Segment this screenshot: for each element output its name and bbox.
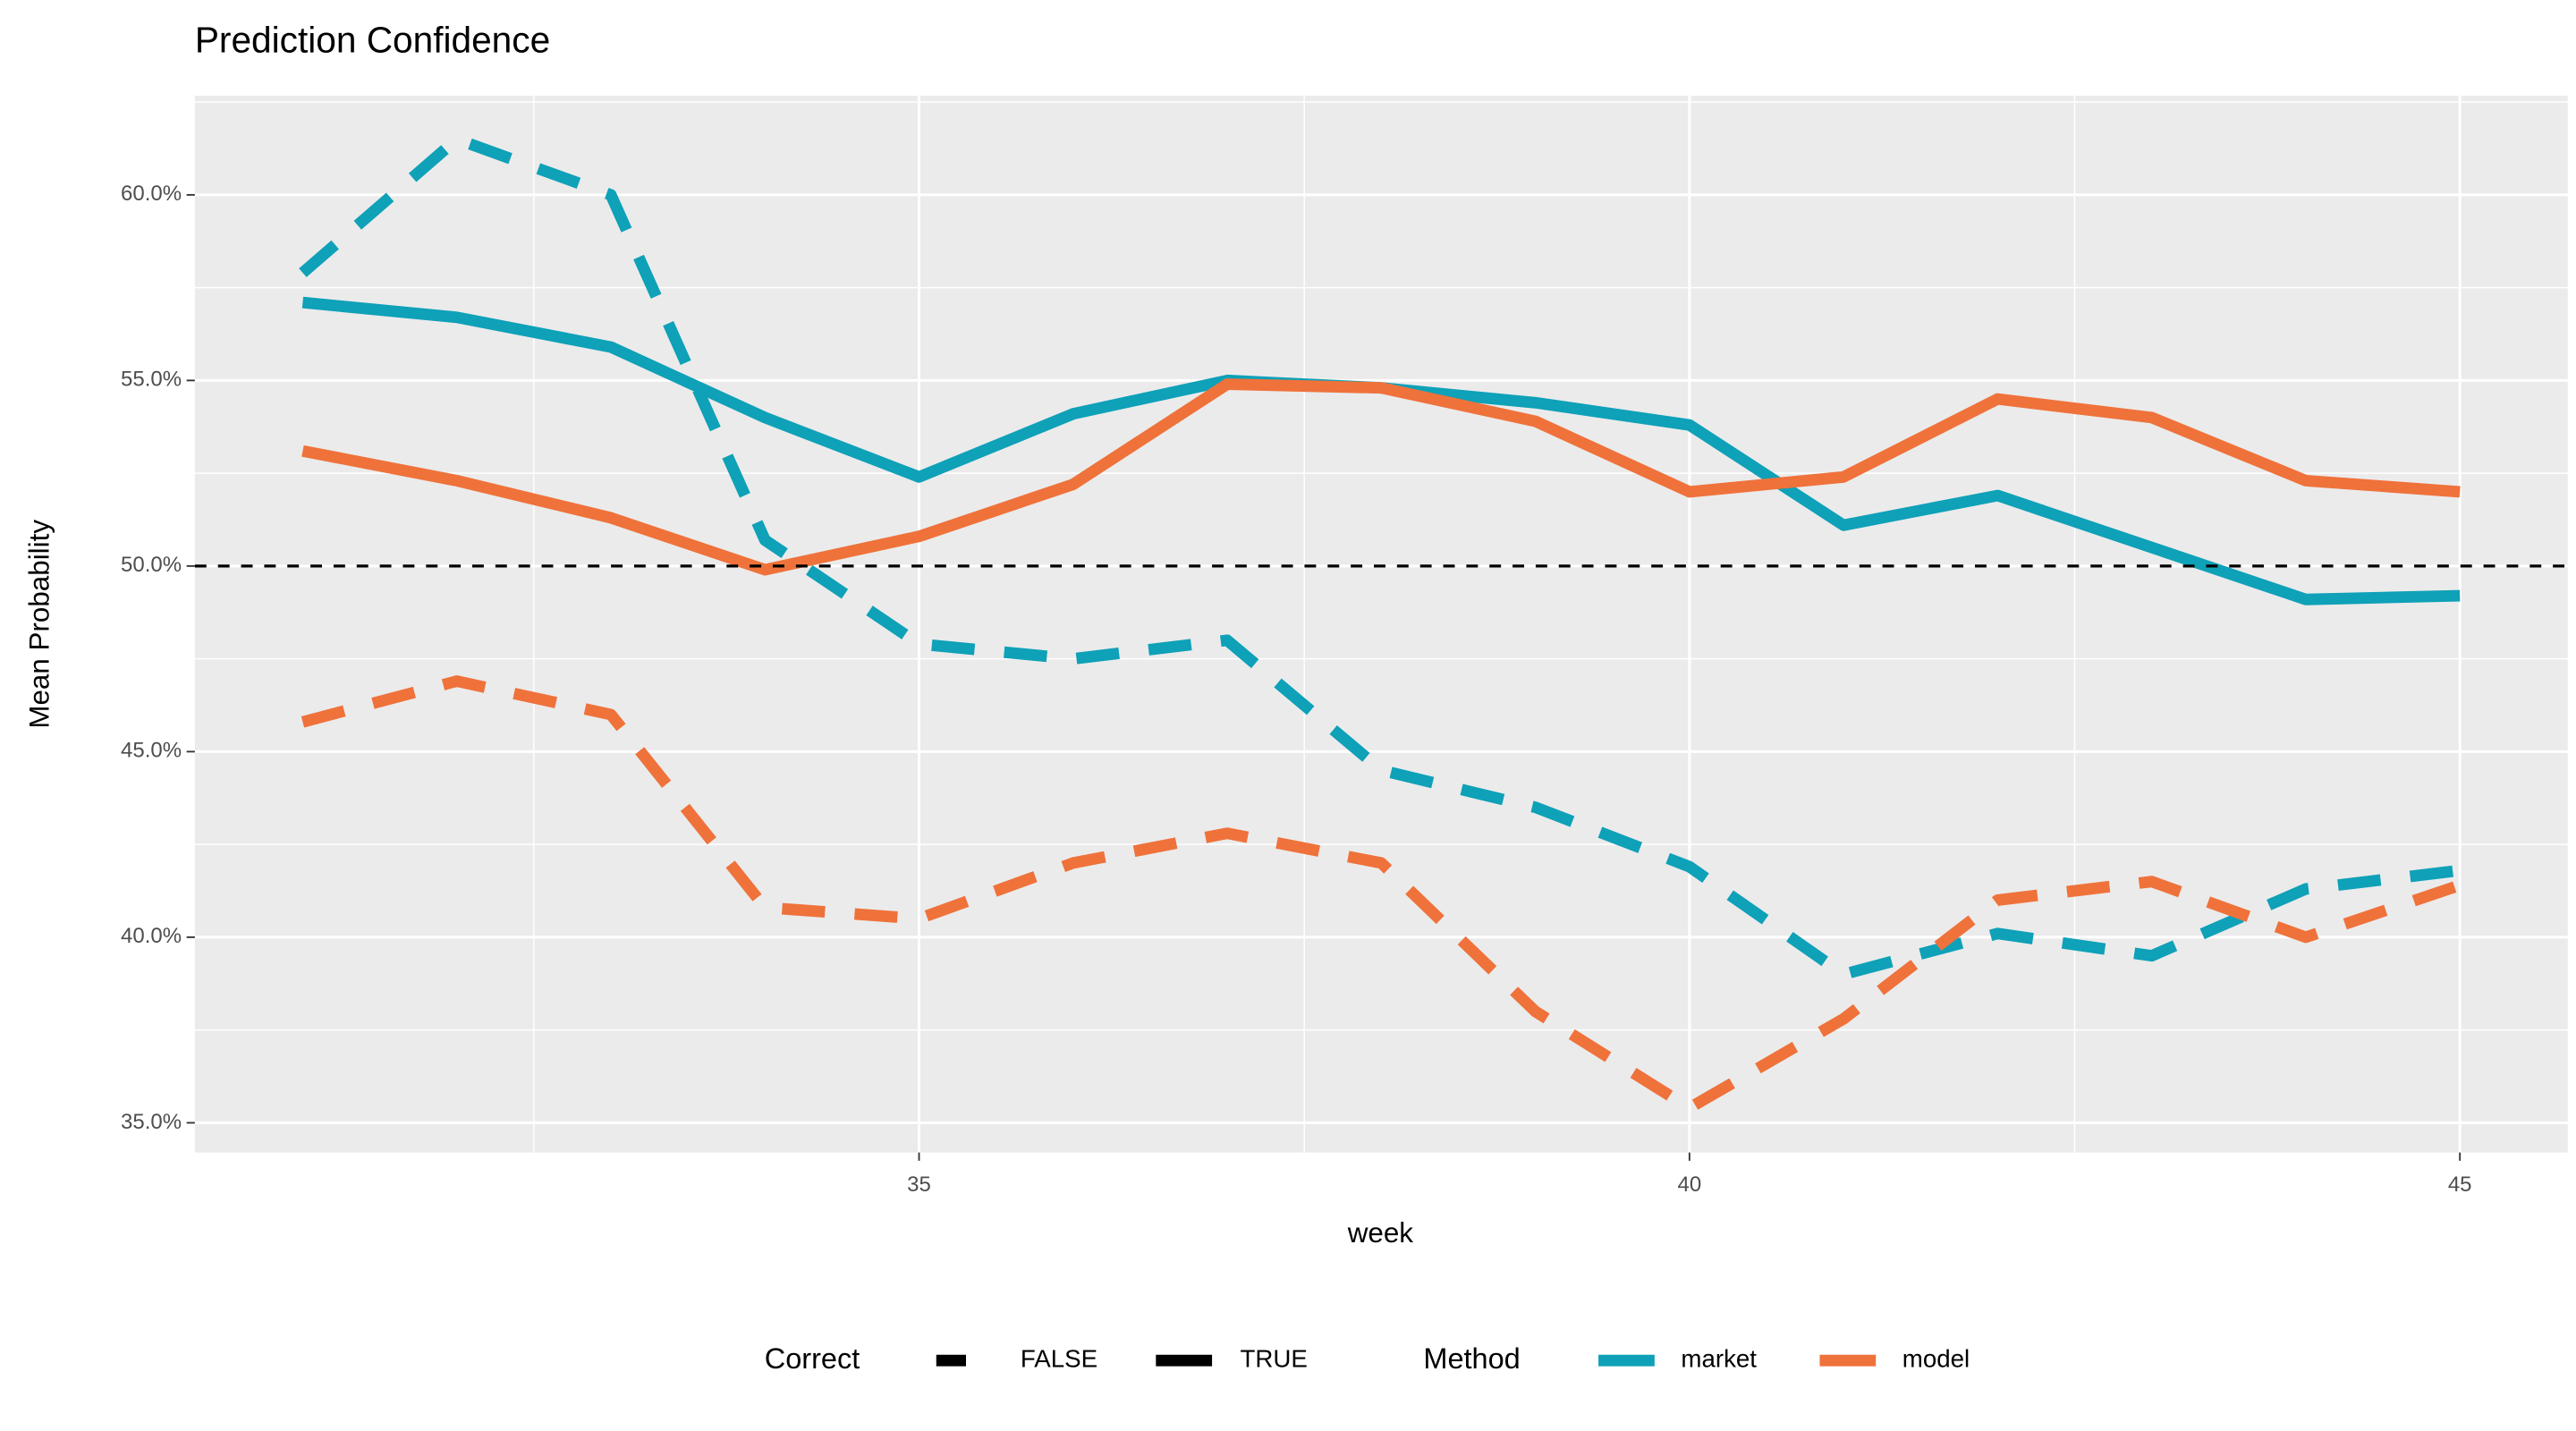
- legend: Correct FALSE TRUE Method market model: [765, 1342, 1970, 1375]
- x-tick-label: 35: [907, 1173, 931, 1197]
- panel: [194, 96, 2568, 1153]
- lines: [194, 133, 2568, 1114]
- legend-label: model: [1902, 1345, 1970, 1373]
- chart-title: Prediction Confidence: [195, 20, 550, 61]
- grid: 35 40 45 35.0% 40.0% 45.0% 50.0% 55.0% 60.0%: [121, 96, 2568, 1197]
- y-tick-label: 55.0%: [121, 368, 182, 392]
- legend-label: market: [1681, 1345, 1757, 1373]
- legend-label: TRUE: [1240, 1345, 1307, 1373]
- y-tick-label: 35.0%: [121, 1110, 182, 1134]
- legend-label: FALSE: [1021, 1345, 1097, 1373]
- series-line: [299, 133, 2461, 980]
- series-line: [301, 675, 2462, 1114]
- x-tick-label: 45: [2448, 1173, 2472, 1197]
- series-line: [301, 378, 2461, 576]
- x-tick-label: 40: [1677, 1173, 1701, 1197]
- y-tick-label: 50.0%: [121, 553, 182, 577]
- y-tick-label: 45.0%: [121, 739, 182, 763]
- legend-title: Correct: [765, 1342, 860, 1375]
- y-tick-label: 40.0%: [121, 924, 182, 948]
- legend-title: Method: [1423, 1342, 1520, 1375]
- y-axis-label: Mean Probability: [23, 520, 55, 729]
- x-axis-label: week: [1347, 1217, 1414, 1249]
- y-tick-label: 60.0%: [121, 182, 182, 206]
